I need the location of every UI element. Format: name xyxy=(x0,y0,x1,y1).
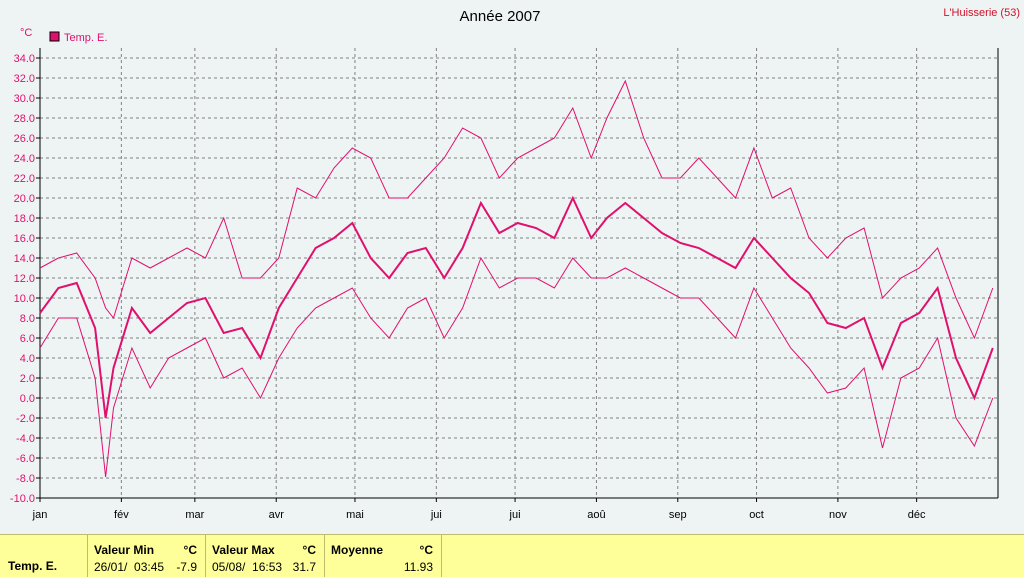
min-label: Valeur Min xyxy=(94,543,155,557)
y-tick-label: 34.0 xyxy=(14,53,35,65)
legend-swatch xyxy=(49,31,60,42)
y-tick-label: -2.0 xyxy=(16,413,35,425)
y-tick-label: 26.0 xyxy=(14,133,35,145)
min-value: -7.9 xyxy=(176,560,197,574)
x-tick-label: oct xyxy=(749,509,764,521)
y-tick-label: -4.0 xyxy=(16,433,35,445)
footer-max-cell: Valeur Max °C 05/08/ 16:53 31.7 xyxy=(206,535,325,577)
min-unit: °C xyxy=(183,543,197,557)
y-tick-label: 8.0 xyxy=(20,313,35,325)
y-tick-label: 22.0 xyxy=(14,173,35,185)
min-datetime: 26/01/ 03:45 xyxy=(94,560,165,574)
series-line-mean xyxy=(39,195,994,419)
series-line-max xyxy=(39,79,994,340)
footer-avg-cell: Moyenne °C 11.93 xyxy=(325,535,442,577)
footer-series-name: Temp. E. xyxy=(8,559,58,573)
max-value: 31.7 xyxy=(292,560,316,574)
x-tick-label: mar xyxy=(185,509,204,521)
y-tick-label: 0.0 xyxy=(20,393,35,405)
x-tick-label: sep xyxy=(669,509,687,521)
x-tick-label: mai xyxy=(346,509,364,521)
x-tick-label: jui xyxy=(430,509,442,521)
y-tick-label: 12.0 xyxy=(14,273,35,285)
y-tick-label: 16.0 xyxy=(14,233,35,245)
avg-label: Moyenne xyxy=(331,543,384,557)
y-tick-label: -8.0 xyxy=(16,473,35,485)
station-label: L'Huisserie (53) xyxy=(943,7,1020,19)
x-tick-label: jan xyxy=(32,509,48,521)
x-tick-label: fév xyxy=(114,509,129,521)
avg-value: 11.93 xyxy=(403,560,433,574)
max-datetime: 05/08/ 16:53 xyxy=(212,560,283,574)
plot-background xyxy=(40,48,998,498)
y-tick-label: 32.0 xyxy=(14,73,35,85)
max-unit: °C xyxy=(302,543,316,557)
y-tick-label: -6.0 xyxy=(16,453,35,465)
x-tick-label: déc xyxy=(908,509,926,521)
y-tick-label: 10.0 xyxy=(14,293,35,305)
y-tick-label: 2.0 xyxy=(20,373,35,385)
avg-unit: °C xyxy=(419,543,433,557)
x-tick-label: aoû xyxy=(587,509,605,521)
y-axis-unit: °C xyxy=(20,27,32,39)
x-tick-label: avr xyxy=(269,509,285,521)
y-tick-label: -10.0 xyxy=(10,493,35,505)
x-tick-label: jui xyxy=(509,509,521,521)
y-tick-label: 24.0 xyxy=(14,153,35,165)
y-tick-label: 14.0 xyxy=(14,253,35,265)
y-tick-label: 30.0 xyxy=(14,93,35,105)
footer-series-cell: Temp. E. xyxy=(0,535,88,577)
x-tick-label: nov xyxy=(829,509,847,521)
chart: Année 2007 L'Huisserie (53) °C Temp. E. … xyxy=(10,7,1020,521)
legend-label: Temp. E. xyxy=(64,32,107,44)
stats-footer: Temp. E. Valeur Min °C 26/01/ 03:45 -7.9… xyxy=(0,534,1024,577)
y-tick-label: 4.0 xyxy=(20,353,35,365)
plot-area: -10.0 -8.0 -6.0 -4.0 -2.0 0.0 2.0 4.0 6.0 8.0 10.0… xyxy=(10,48,999,521)
footer-min-cell: Valeur Min °C 26/01/ 03:45 -7.9 xyxy=(88,535,206,577)
y-tick-label: 20.0 xyxy=(14,193,35,205)
series-line-min xyxy=(39,256,994,478)
y-tick-label: 28.0 xyxy=(14,113,35,125)
chart-title: Année 2007 xyxy=(460,8,541,25)
max-label: Valeur Max xyxy=(212,543,275,557)
y-tick-label: 18.0 xyxy=(14,213,35,225)
y-tick-label: 6.0 xyxy=(20,333,35,345)
